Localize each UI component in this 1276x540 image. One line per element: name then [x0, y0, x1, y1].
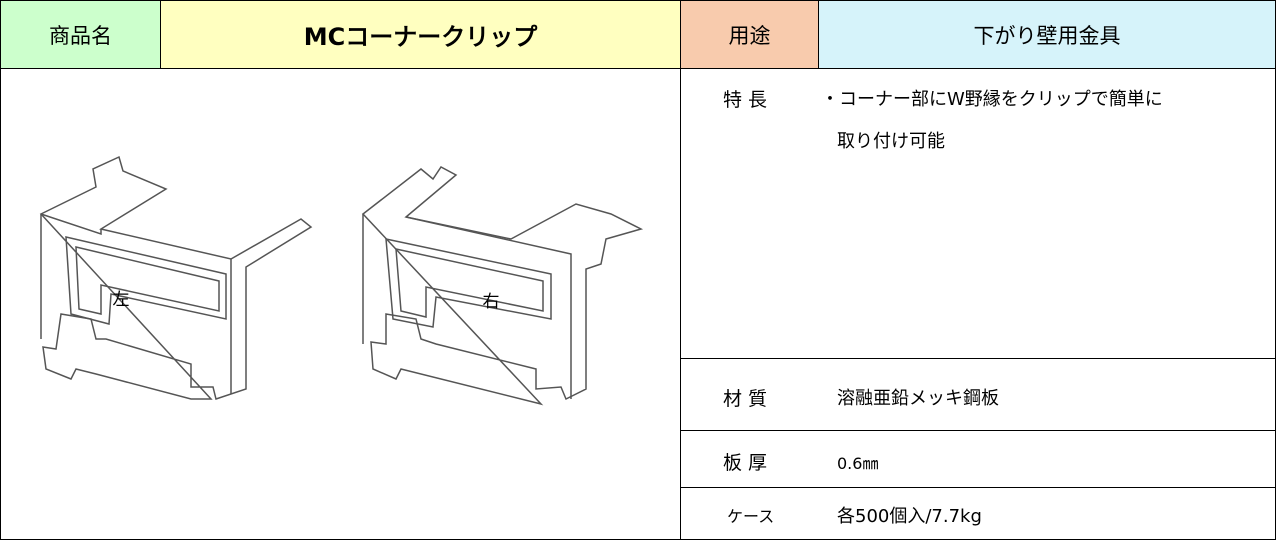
spec-value: 0.6㎜: [837, 454, 879, 473]
thickness-row: 板 厚 0.6㎜: [680, 430, 1276, 488]
left-label: 左: [113, 290, 130, 310]
spec-label: ケース: [727, 507, 775, 526]
product-label: 商品名: [49, 23, 112, 48]
material-row: 材 質 溶融亜鉛メッキ鋼板: [680, 358, 1276, 431]
spec-value: 各500個入/7.7kg: [837, 506, 982, 527]
spec-value: 取り付け可能: [837, 131, 945, 152]
clip-illustration: 左 右: [39, 155, 644, 406]
spec-label: 材 質: [723, 388, 768, 410]
product-name-cell: MCコーナークリップ: [160, 0, 681, 69]
product-name: MCコーナークリップ: [303, 23, 538, 51]
spec-value: ・コーナー部にW野縁をクリップで簡単に: [821, 89, 1163, 110]
features-row: 特 長 ・コーナー部にW野縁をクリップで簡単に 取り付け可能: [680, 68, 1276, 359]
case-row: ケース 各500個入/7.7kg: [680, 487, 1276, 540]
use-value-cell: 下がり壁用金具: [818, 0, 1276, 69]
image-cell: 左 右: [0, 68, 681, 540]
right-label: 右: [483, 292, 500, 312]
use-label: 用途: [728, 23, 771, 48]
left-clip: [39, 155, 313, 400]
use-label-cell: 用途: [680, 0, 819, 69]
spec-label: 特 長: [723, 89, 768, 111]
use-value: 下がり壁用金具: [973, 23, 1121, 48]
spec-value: 溶融亜鉛メッキ鋼板: [837, 388, 999, 409]
spec-label: 板 厚: [723, 452, 768, 474]
right-clip: [361, 166, 644, 406]
product-label-cell: 商品名: [0, 0, 161, 69]
